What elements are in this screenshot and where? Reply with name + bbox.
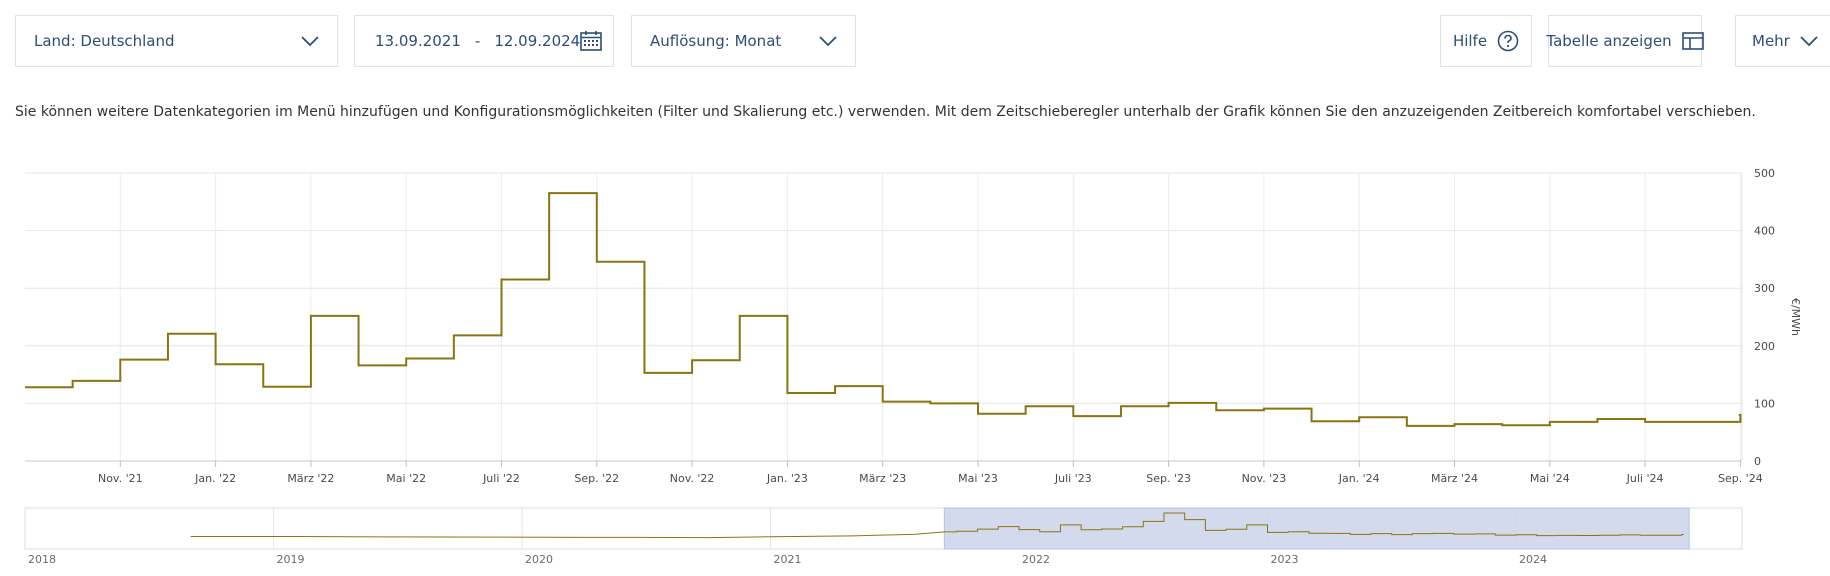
y-tick-label: 200 [1754, 340, 1775, 353]
help-button[interactable]: Hilfe [1440, 15, 1532, 67]
chart-grid [25, 172, 1742, 461]
y-axis-label: €/MWh [1789, 298, 1802, 336]
navigator-tick-label: 2021 [774, 553, 802, 566]
chevron-down-icon [301, 35, 319, 47]
navigator-tick-label: 2020 [525, 553, 553, 566]
navigator-selection[interactable] [943, 507, 1690, 550]
x-tick-label: Mai '24 [1530, 472, 1570, 485]
x-tick-label: Mai '23 [958, 472, 998, 485]
x-tick-label: Jan. '23 [766, 472, 808, 485]
x-tick-label: Mai '22 [386, 472, 426, 485]
x-tick-label: Nov. '22 [670, 472, 715, 485]
navigator-series-line [190, 512, 1684, 539]
x-tick-label: Nov. '23 [1242, 472, 1287, 485]
navigator-tick-label: 2018 [28, 553, 56, 566]
x-tick-label: März '22 [287, 472, 334, 485]
navigator-tick-label: 2019 [277, 553, 305, 566]
help-button-label: Hilfe [1452, 32, 1488, 50]
calendar-icon[interactable] [580, 31, 603, 51]
x-tick-label: Juli '24 [1626, 472, 1664, 485]
x-tick-label: März '24 [1431, 472, 1478, 485]
chart-series [25, 192, 1742, 427]
y-tick-label: 300 [1754, 282, 1775, 295]
info-text: Sie können weitere Datenkategorien im Me… [15, 104, 1756, 120]
x-tick-label: Sep. '22 [574, 472, 619, 485]
time-navigator[interactable]: 2018 2019 2020 2021 2022 2023 2024 [24, 507, 1743, 566]
x-tick-label: Juli '23 [1054, 472, 1092, 485]
x-tick-label: Sep. '24 [1718, 472, 1763, 485]
table-layout-icon [1681, 32, 1704, 50]
navigator-tick-label: 2023 [1271, 553, 1299, 566]
series-line [25, 192, 1742, 427]
date-to[interactable]: 12.09.2024 [494, 32, 581, 50]
x-tick-label: Sep. '23 [1146, 472, 1191, 485]
x-tick-label: Juli '22 [482, 472, 520, 485]
y-tick-label: 400 [1754, 225, 1775, 238]
show-table-button[interactable]: Tabelle anzeigen [1546, 15, 1704, 67]
date-from[interactable]: 13.09.2021 [375, 32, 461, 50]
more-menu-label: Mehr [1752, 32, 1790, 50]
date-separator: - [474, 32, 481, 50]
x-tick-label: Jan. '24 [1338, 472, 1380, 485]
show-table-button-label: Tabelle anzeigen [1546, 32, 1672, 50]
chevron-down-icon [819, 35, 837, 47]
y-tick-label: 0 [1754, 455, 1761, 468]
more-menu-button[interactable]: Mehr [1735, 15, 1830, 67]
date-range-picker[interactable]: 13.09.2021 - 12.09.2024 [354, 15, 614, 67]
resolution-select-label: Auflösung: Monat [650, 32, 782, 50]
resolution-select[interactable]: Auflösung: Monat [631, 15, 856, 67]
navigator-tick-label: 2024 [1519, 553, 1547, 566]
x-tick-label: März '23 [859, 472, 906, 485]
navigator-tick-label: 2022 [1022, 553, 1050, 566]
question-circle-icon [1497, 30, 1519, 52]
country-select-label: Land: Deutschland [34, 32, 175, 50]
country-select[interactable]: Land: Deutschland [15, 15, 338, 67]
chart-axes: 0 100 200 300 400 500 €/MWh Nov. '21 Jan. '22 Mär… [25, 167, 1802, 485]
x-tick-label: Nov. '21 [98, 472, 143, 485]
x-tick-label: Jan. '22 [194, 472, 236, 485]
chevron-down-icon [1800, 35, 1818, 47]
y-tick-label: 500 [1754, 167, 1775, 180]
y-tick-label: 100 [1754, 397, 1775, 410]
